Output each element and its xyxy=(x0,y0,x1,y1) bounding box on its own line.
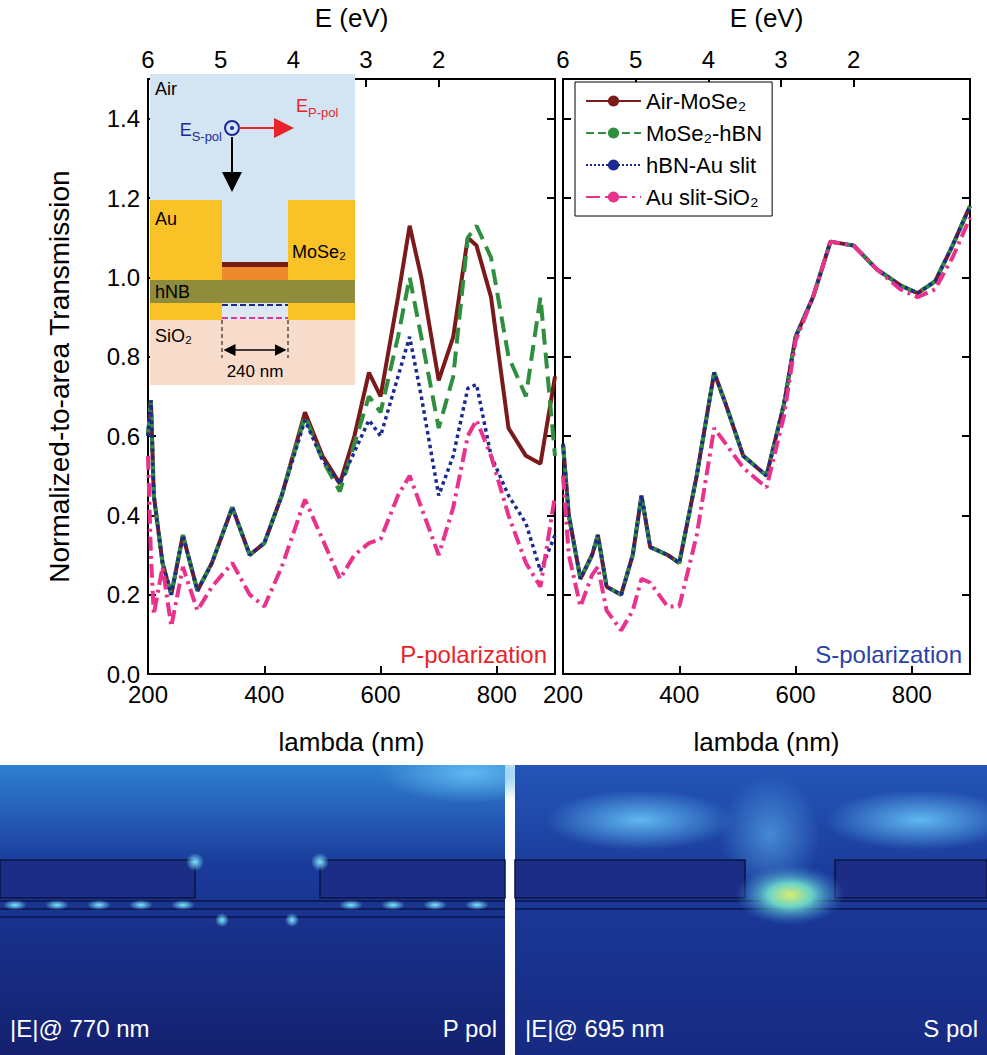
svg-text:400: 400 xyxy=(659,681,699,708)
svg-text:200: 200 xyxy=(543,681,583,708)
svg-text:4: 4 xyxy=(702,46,715,73)
svg-text:Au: Au xyxy=(155,209,177,229)
svg-text:lambda (nm): lambda (nm) xyxy=(694,727,840,757)
svg-text:400: 400 xyxy=(244,681,284,708)
svg-text:MoSe₂-hBN: MoSe₂-hBN xyxy=(646,121,762,146)
svg-text:4: 4 xyxy=(287,46,300,73)
svg-text:|E|@ 770 nm: |E|@ 770 nm xyxy=(10,1015,150,1042)
svg-text:lambda (nm): lambda (nm) xyxy=(279,727,425,757)
svg-text:0.6: 0.6 xyxy=(107,423,140,450)
svg-text:ES-pol: ES-pol xyxy=(180,120,222,144)
svg-text:0.8: 0.8 xyxy=(107,343,140,370)
svg-text:0.2: 0.2 xyxy=(107,581,140,608)
svg-text:1.0: 1.0 xyxy=(107,264,140,291)
svg-text:S-polarization: S-polarization xyxy=(815,641,962,668)
svg-text:0.4: 0.4 xyxy=(107,502,140,529)
svg-text:600: 600 xyxy=(361,681,401,708)
svg-text:2: 2 xyxy=(847,46,860,73)
svg-text:1.2: 1.2 xyxy=(107,185,140,212)
svg-text:6: 6 xyxy=(556,46,569,73)
svg-text:600: 600 xyxy=(776,681,816,708)
svg-text:6: 6 xyxy=(141,46,154,73)
svg-text:|E|@ 695 nm: |E|@ 695 nm xyxy=(525,1015,665,1042)
svg-text:hNB: hNB xyxy=(155,282,190,302)
svg-text:2: 2 xyxy=(432,46,445,73)
svg-text:5: 5 xyxy=(629,46,642,73)
svg-text:MoSe₂: MoSe₂ xyxy=(292,242,346,262)
svg-text:240 nm: 240 nm xyxy=(227,362,284,381)
svg-text:SiO₂: SiO₂ xyxy=(155,326,192,346)
svg-text:0.0: 0.0 xyxy=(106,660,140,688)
svg-text:Air-MoSe₂: Air-MoSe₂ xyxy=(646,89,746,114)
svg-text:EP-pol: EP-pol xyxy=(296,96,338,120)
svg-text:E (eV): E (eV) xyxy=(315,3,389,33)
svg-text:800: 800 xyxy=(477,681,517,708)
svg-text:3: 3 xyxy=(359,46,372,73)
svg-text:Au slit-SiO₂: Au slit-SiO₂ xyxy=(646,185,758,210)
svg-text:200: 200 xyxy=(128,681,168,708)
svg-text:hBN-Au slit: hBN-Au slit xyxy=(646,153,756,178)
svg-text:Air: Air xyxy=(155,79,177,99)
svg-text:E (eV): E (eV) xyxy=(730,3,804,33)
svg-text:P-polarization: P-polarization xyxy=(400,641,547,668)
svg-text:800: 800 xyxy=(892,681,932,708)
svg-text:P pol: P pol xyxy=(443,1015,497,1042)
svg-text:Normalized-to-area Transmissio: Normalized-to-area Transmission xyxy=(44,170,75,582)
svg-text:1.4: 1.4 xyxy=(107,105,140,132)
svg-text:3: 3 xyxy=(774,46,787,73)
svg-text:5: 5 xyxy=(214,46,227,73)
svg-text:S pol: S pol xyxy=(923,1015,978,1042)
